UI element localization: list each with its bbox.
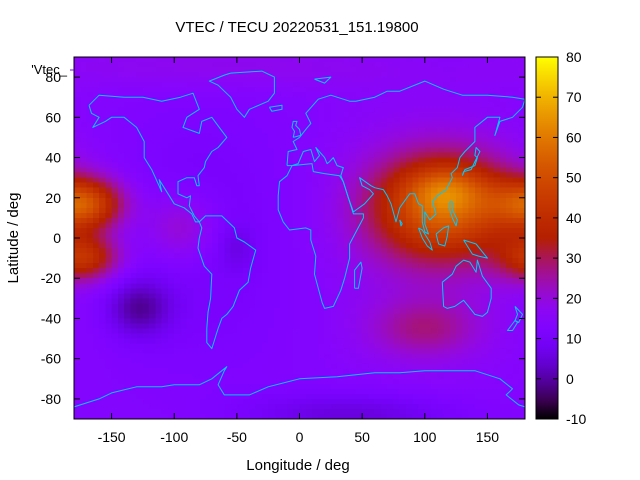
y-tick-label: 20 xyxy=(45,190,61,206)
heatmap-image xyxy=(74,57,525,419)
coastline-layer xyxy=(73,70,526,408)
coastline-south-america xyxy=(197,215,257,350)
y-tick-label: -20 xyxy=(41,270,61,286)
coastline-svalbard xyxy=(314,76,332,84)
coastline-new-guinea xyxy=(463,239,488,259)
y-tick-label: -60 xyxy=(41,351,61,367)
coastline-madagascar xyxy=(354,261,363,289)
coastline-japan xyxy=(461,147,481,176)
y-tick-label: -80 xyxy=(41,391,61,407)
y-tick-label: -40 xyxy=(41,310,61,326)
colorbar-tick-label: 10 xyxy=(566,331,582,347)
coastline-philippines xyxy=(449,201,458,227)
x-tick-label: -100 xyxy=(160,429,188,445)
x-tick-label: -150 xyxy=(98,429,126,445)
colorbar-tick-label: 40 xyxy=(566,210,582,226)
colorbar-tick-label: 50 xyxy=(566,170,582,186)
coastline-africa xyxy=(277,163,364,309)
coastline-antarctica xyxy=(73,366,526,408)
colorbar-tick-label: 30 xyxy=(566,250,582,266)
y-tick-label: 0 xyxy=(53,230,61,246)
y-tick-label: 40 xyxy=(45,150,61,166)
coastline-new-zealand-south xyxy=(507,320,518,331)
coastline-sumatra xyxy=(418,227,433,251)
x-tick-label: 0 xyxy=(296,429,304,445)
coastline-eurasia xyxy=(286,80,526,235)
y-tick-label: 80 xyxy=(45,69,61,85)
colorbar-tick-label: 70 xyxy=(566,89,582,105)
x-tick-label: 150 xyxy=(476,429,500,445)
colorbar-tick-label: 80 xyxy=(566,49,582,65)
y-axis: -80 -60 -40 -20 0 20 40 60 80 xyxy=(41,69,525,407)
x-tick-label: 50 xyxy=(354,429,370,445)
colorbar-tick-label: -10 xyxy=(566,411,586,427)
x-axis-label: Longitude / deg xyxy=(246,457,349,474)
x-tick-label: 100 xyxy=(413,429,437,445)
colorbar-tick-label: 60 xyxy=(566,129,582,145)
x-axis: -150 -100 -50 0 50 100 150 xyxy=(98,57,500,445)
coastline-borneo xyxy=(435,225,450,247)
coastline-australia xyxy=(441,259,492,317)
legend-key-label: 'Vtec_ xyxy=(31,62,67,77)
coastline-north-america xyxy=(88,92,228,223)
y-tick-label: 60 xyxy=(45,109,61,125)
colorbar-axis: -10 0 10 20 30 40 50 60 70 80 xyxy=(536,49,586,427)
coastline-sri-lanka xyxy=(399,219,403,227)
coastline-greenland xyxy=(208,70,275,118)
colorbar-tick-label: 0 xyxy=(566,371,574,387)
y-axis-label: Latitude / deg xyxy=(5,193,22,284)
colorbar xyxy=(535,56,559,420)
coastline-great-britain xyxy=(291,120,302,138)
x-tick-label: -50 xyxy=(227,429,247,445)
chart-title: VTEC / TECU 20220531_151.19800 xyxy=(175,19,418,36)
colorbar-tick-label: 20 xyxy=(566,290,582,306)
coastline-iceland xyxy=(268,104,283,112)
